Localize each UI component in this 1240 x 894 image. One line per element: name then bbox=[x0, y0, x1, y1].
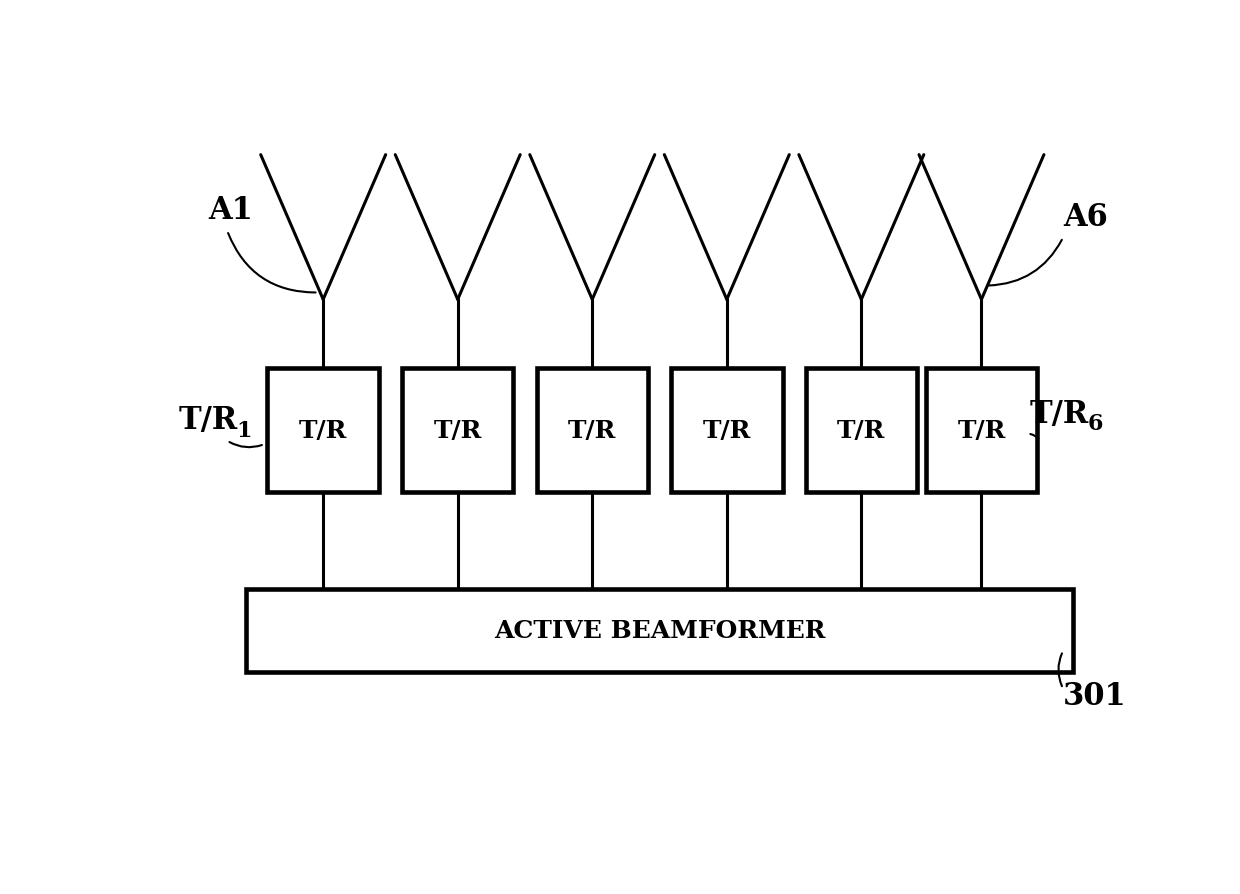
Text: A1: A1 bbox=[208, 195, 253, 226]
Text: T/R: T/R bbox=[299, 418, 347, 443]
Bar bbox=[926, 369, 1037, 493]
Bar bbox=[537, 369, 649, 493]
Text: A6: A6 bbox=[1063, 202, 1107, 233]
Text: T/R: T/R bbox=[179, 405, 238, 436]
Text: T/R: T/R bbox=[434, 418, 482, 443]
Text: 301: 301 bbox=[1063, 680, 1127, 712]
Bar bbox=[402, 369, 513, 493]
Text: T/R: T/R bbox=[1029, 398, 1089, 429]
Bar bbox=[671, 369, 782, 493]
Text: ACTIVE BEAMFORMER: ACTIVE BEAMFORMER bbox=[494, 619, 826, 643]
Bar bbox=[268, 369, 379, 493]
Text: T/R: T/R bbox=[837, 418, 885, 443]
Bar bbox=[247, 589, 1073, 671]
Text: T/R: T/R bbox=[703, 418, 751, 443]
Text: 6: 6 bbox=[1087, 413, 1102, 434]
Text: T/R: T/R bbox=[568, 418, 616, 443]
Text: 1: 1 bbox=[237, 420, 252, 442]
Bar bbox=[806, 369, 918, 493]
Text: T/R: T/R bbox=[957, 418, 1006, 443]
